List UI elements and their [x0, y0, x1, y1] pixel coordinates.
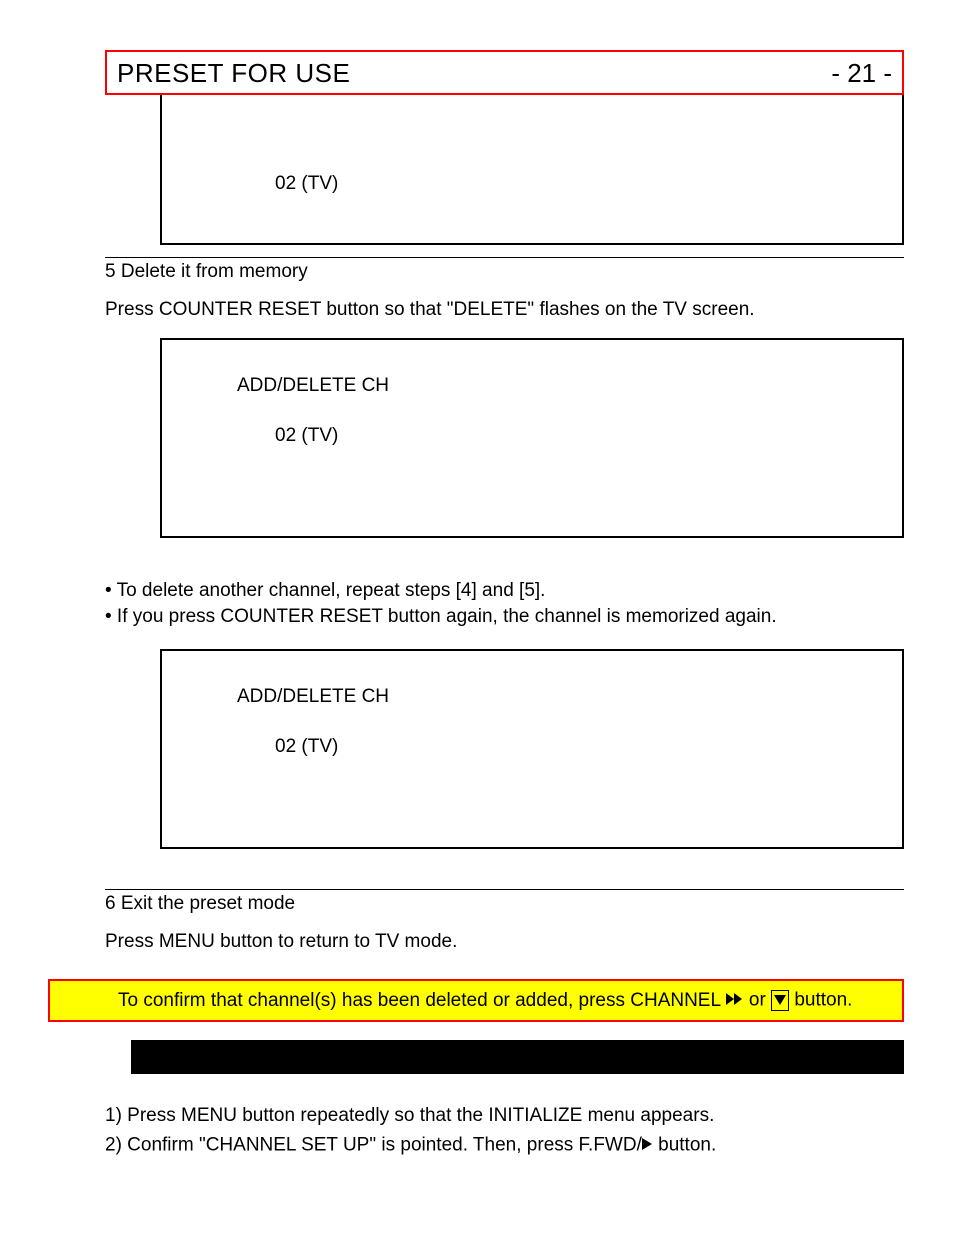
note-text-part1: To confirm that channel(s) has been dele…	[58, 990, 726, 1011]
tv-screen-box-1: 02 (TV)	[160, 95, 904, 245]
note-text-part3: button.	[789, 990, 852, 1011]
play-triangle-icon	[642, 1131, 653, 1160]
bullet-item: • To delete another channel, repeat step…	[105, 578, 904, 605]
tv-menu-title: ADD/DELETE CH	[162, 375, 902, 397]
tv-channel-text: 02 (TV)	[162, 425, 902, 447]
page-header: PRESET FOR USE - 21 -	[105, 50, 904, 95]
note-text-part2: or	[744, 990, 771, 1011]
bullet-list: • To delete another channel, repeat step…	[105, 578, 904, 631]
section-black-bar	[131, 1040, 904, 1074]
tv-screen-box-2: ADD/DELETE CH 02 (TV)	[160, 338, 904, 538]
step-5-title: 5 Delete it from memory	[105, 261, 904, 283]
tv-screen-box-3: ADD/DELETE CH 02 (TV)	[160, 649, 904, 849]
note-callout: To confirm that channel(s) has been dele…	[48, 979, 904, 1022]
tv-channel-text: 02 (TV)	[162, 736, 902, 758]
step-6-title: 6 Exit the preset mode	[105, 893, 904, 915]
tv-menu-title: ADD/DELETE CH	[162, 686, 902, 708]
divider	[105, 257, 904, 258]
bullet-item: • If you press COUNTER RESET button agai…	[105, 604, 904, 631]
divider	[105, 889, 904, 890]
header-title: PRESET FOR USE	[117, 58, 350, 89]
numbered-step-2a: 2) Confirm "CHANNEL SET UP" is pointed. …	[105, 1134, 642, 1155]
fast-forward-icon	[726, 987, 744, 1014]
numbered-step-2b: button.	[653, 1134, 716, 1155]
step-6-body: Press MENU button to return to TV mode.	[105, 929, 904, 956]
step-5-body: Press COUNTER RESET button so that "DELE…	[105, 297, 904, 324]
down-triangle-icon	[771, 990, 789, 1011]
tv-channel-text: 02 (TV)	[162, 173, 902, 195]
numbered-step-2: 2) Confirm "CHANNEL SET UP" is pointed. …	[105, 1131, 904, 1160]
header-page-number: - 21 -	[831, 58, 892, 89]
numbered-steps: 1) Press MENU button repeatedly so that …	[105, 1102, 904, 1159]
numbered-step-1: 1) Press MENU button repeatedly so that …	[105, 1102, 904, 1131]
